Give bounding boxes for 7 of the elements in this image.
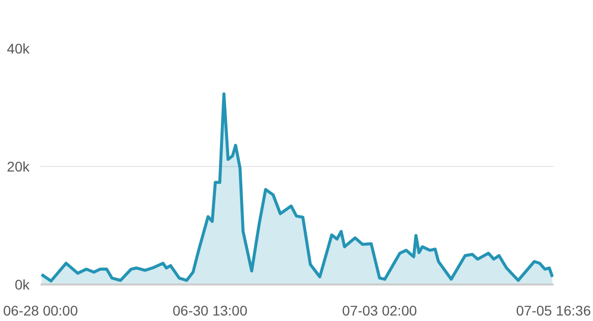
x-tick-label: 07-05 16:36 bbox=[516, 302, 592, 318]
y-tick-label: 0k bbox=[14, 276, 30, 292]
x-tick-label: 07-03 02:00 bbox=[342, 302, 418, 318]
x-tick-label: 06-28 00:00 bbox=[3, 302, 78, 318]
x-tick-label: 06-30 13:00 bbox=[172, 302, 248, 318]
y-tick-label: 20k bbox=[6, 158, 30, 174]
y-tick-label: 40k bbox=[6, 40, 30, 56]
